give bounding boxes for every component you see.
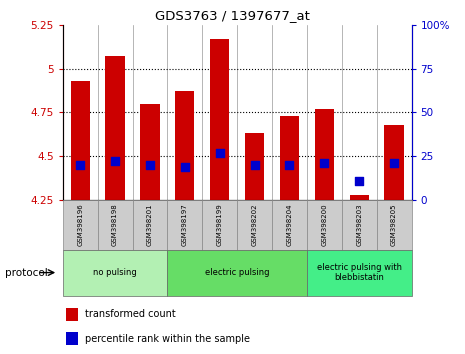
Text: GDS3763 / 1397677_at: GDS3763 / 1397677_at bbox=[155, 9, 310, 22]
Bar bbox=[66, 308, 79, 321]
Text: GSM398205: GSM398205 bbox=[391, 204, 397, 246]
Bar bbox=[315, 109, 334, 200]
Point bbox=[76, 162, 84, 168]
Text: GSM398198: GSM398198 bbox=[112, 204, 118, 246]
Bar bbox=[350, 195, 369, 200]
Point bbox=[286, 162, 293, 168]
Bar bbox=[245, 133, 264, 200]
Bar bbox=[140, 104, 159, 200]
Bar bbox=[106, 56, 125, 200]
Text: GSM398202: GSM398202 bbox=[252, 204, 258, 246]
Bar bbox=[202, 200, 237, 250]
Bar bbox=[71, 81, 90, 200]
Point bbox=[216, 150, 223, 155]
Text: GSM398204: GSM398204 bbox=[286, 204, 292, 246]
Point bbox=[390, 160, 398, 166]
Bar bbox=[133, 200, 167, 250]
Bar bbox=[342, 200, 377, 250]
Point bbox=[181, 164, 188, 170]
Text: GSM398197: GSM398197 bbox=[182, 204, 188, 246]
Text: GSM398200: GSM398200 bbox=[321, 204, 327, 246]
Text: protocol: protocol bbox=[5, 268, 47, 278]
Point bbox=[320, 160, 328, 166]
Bar bbox=[307, 200, 342, 250]
Text: electric pulsing: electric pulsing bbox=[205, 268, 269, 277]
Text: GSM398196: GSM398196 bbox=[77, 204, 83, 246]
Text: GSM398203: GSM398203 bbox=[356, 204, 362, 246]
Bar bbox=[385, 125, 404, 200]
Bar bbox=[98, 200, 133, 250]
Bar bbox=[210, 39, 229, 200]
Bar bbox=[272, 200, 307, 250]
Bar bbox=[377, 200, 412, 250]
Bar bbox=[66, 332, 79, 346]
Text: transformed count: transformed count bbox=[86, 309, 176, 320]
Text: electric pulsing with
blebbistatin: electric pulsing with blebbistatin bbox=[317, 263, 402, 282]
Bar bbox=[280, 116, 299, 200]
Text: percentile rank within the sample: percentile rank within the sample bbox=[86, 333, 251, 344]
Bar bbox=[307, 250, 412, 296]
Point bbox=[111, 159, 119, 164]
Bar bbox=[167, 250, 307, 296]
Point bbox=[355, 178, 363, 184]
Bar bbox=[237, 200, 272, 250]
Point bbox=[251, 162, 258, 168]
Bar bbox=[175, 91, 194, 200]
Bar bbox=[63, 200, 98, 250]
Bar bbox=[167, 200, 202, 250]
Text: no pulsing: no pulsing bbox=[93, 268, 137, 277]
Text: GSM398201: GSM398201 bbox=[147, 204, 153, 246]
Point bbox=[146, 162, 153, 168]
Text: GSM398199: GSM398199 bbox=[217, 204, 223, 246]
Bar bbox=[63, 250, 167, 296]
